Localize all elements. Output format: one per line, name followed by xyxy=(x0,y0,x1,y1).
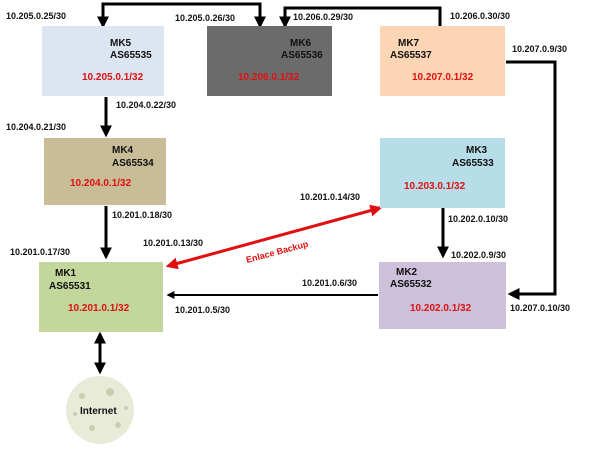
link-mk5-mk6 xyxy=(97,2,266,29)
router-mk1-net: 10.201.0.1/32 xyxy=(68,303,130,314)
link-label: 10.205.0.25/30 xyxy=(6,11,66,21)
router-mk4-net: 10.204.0.1/32 xyxy=(70,178,132,189)
router-mk6-as: AS65536 xyxy=(281,50,323,61)
link-label: 10.201.0.6/30 xyxy=(302,278,357,288)
router-mk3-net: 10.203.0.1/32 xyxy=(404,181,466,192)
link-label: 10.201.0.5/30 xyxy=(175,305,230,315)
router-mk2-as: AS65532 xyxy=(390,279,432,290)
link-label: 10.201.0.14/30 xyxy=(300,192,360,202)
router-mk7-net: 10.207.0.1/32 xyxy=(412,72,474,83)
router-mk1-name: MK1 xyxy=(55,268,77,279)
router-mk1-as: AS65531 xyxy=(49,281,91,292)
link-label: 10.202.0.9/30 xyxy=(451,250,506,260)
router-mk1-box xyxy=(39,262,163,332)
link-label: 10.201.0.17/30 xyxy=(10,247,70,257)
router-mk6-net: 10.206.0.1/32 xyxy=(238,72,300,83)
link-label: 10.201.0.18/30 xyxy=(112,210,172,220)
link-label: 10.207.0.10/30 xyxy=(510,303,570,313)
router-mk7-box xyxy=(380,26,505,96)
router-mk5-box xyxy=(42,26,164,96)
router-mk3-as: AS65533 xyxy=(452,158,494,169)
router-mk2-net: 10.202.0.1/32 xyxy=(410,303,472,314)
link-label: 10.202.0.10/30 xyxy=(448,214,508,224)
link-mk6-mk7 xyxy=(279,6,442,29)
router-mk5-net: 10.205.0.1/32 xyxy=(82,72,144,83)
link-label: 10.206.0.30/30 xyxy=(450,11,510,21)
router-mk7-as: AS65537 xyxy=(390,50,432,61)
router-mk5-as: AS65535 xyxy=(110,50,152,61)
router-mk5-name: MK5 xyxy=(110,38,132,49)
router-mk6-name: MK6 xyxy=(290,38,312,49)
link-mk7-mk2 xyxy=(506,60,557,300)
link-label: 10.206.0.29/30 xyxy=(293,12,353,22)
router-mk2-box xyxy=(379,262,506,329)
link-label: 10.207.0.9/30 xyxy=(512,44,567,54)
internet-cloud-icon xyxy=(66,376,134,444)
router-mk3-name: MK3 xyxy=(466,145,488,156)
link-backup xyxy=(165,204,383,270)
link-label: 10.205.0.26/30 xyxy=(175,13,235,23)
router-mk4-as: AS65534 xyxy=(112,158,154,169)
router-mk6-box xyxy=(207,26,332,96)
router-mk3-box xyxy=(380,138,505,208)
router-mk7-name: MK7 xyxy=(398,38,420,49)
router-mk4-name: MK4 xyxy=(112,145,134,156)
link-label: 10.204.0.21/30 xyxy=(6,122,66,132)
internet-label: Internet xyxy=(80,406,117,417)
link-label: 10.201.0.13/30 xyxy=(143,238,203,248)
router-mk2-name: MK2 xyxy=(396,267,418,278)
link-label: 10.204.0.22/30 xyxy=(116,100,176,110)
router-mk4-box xyxy=(44,138,166,205)
